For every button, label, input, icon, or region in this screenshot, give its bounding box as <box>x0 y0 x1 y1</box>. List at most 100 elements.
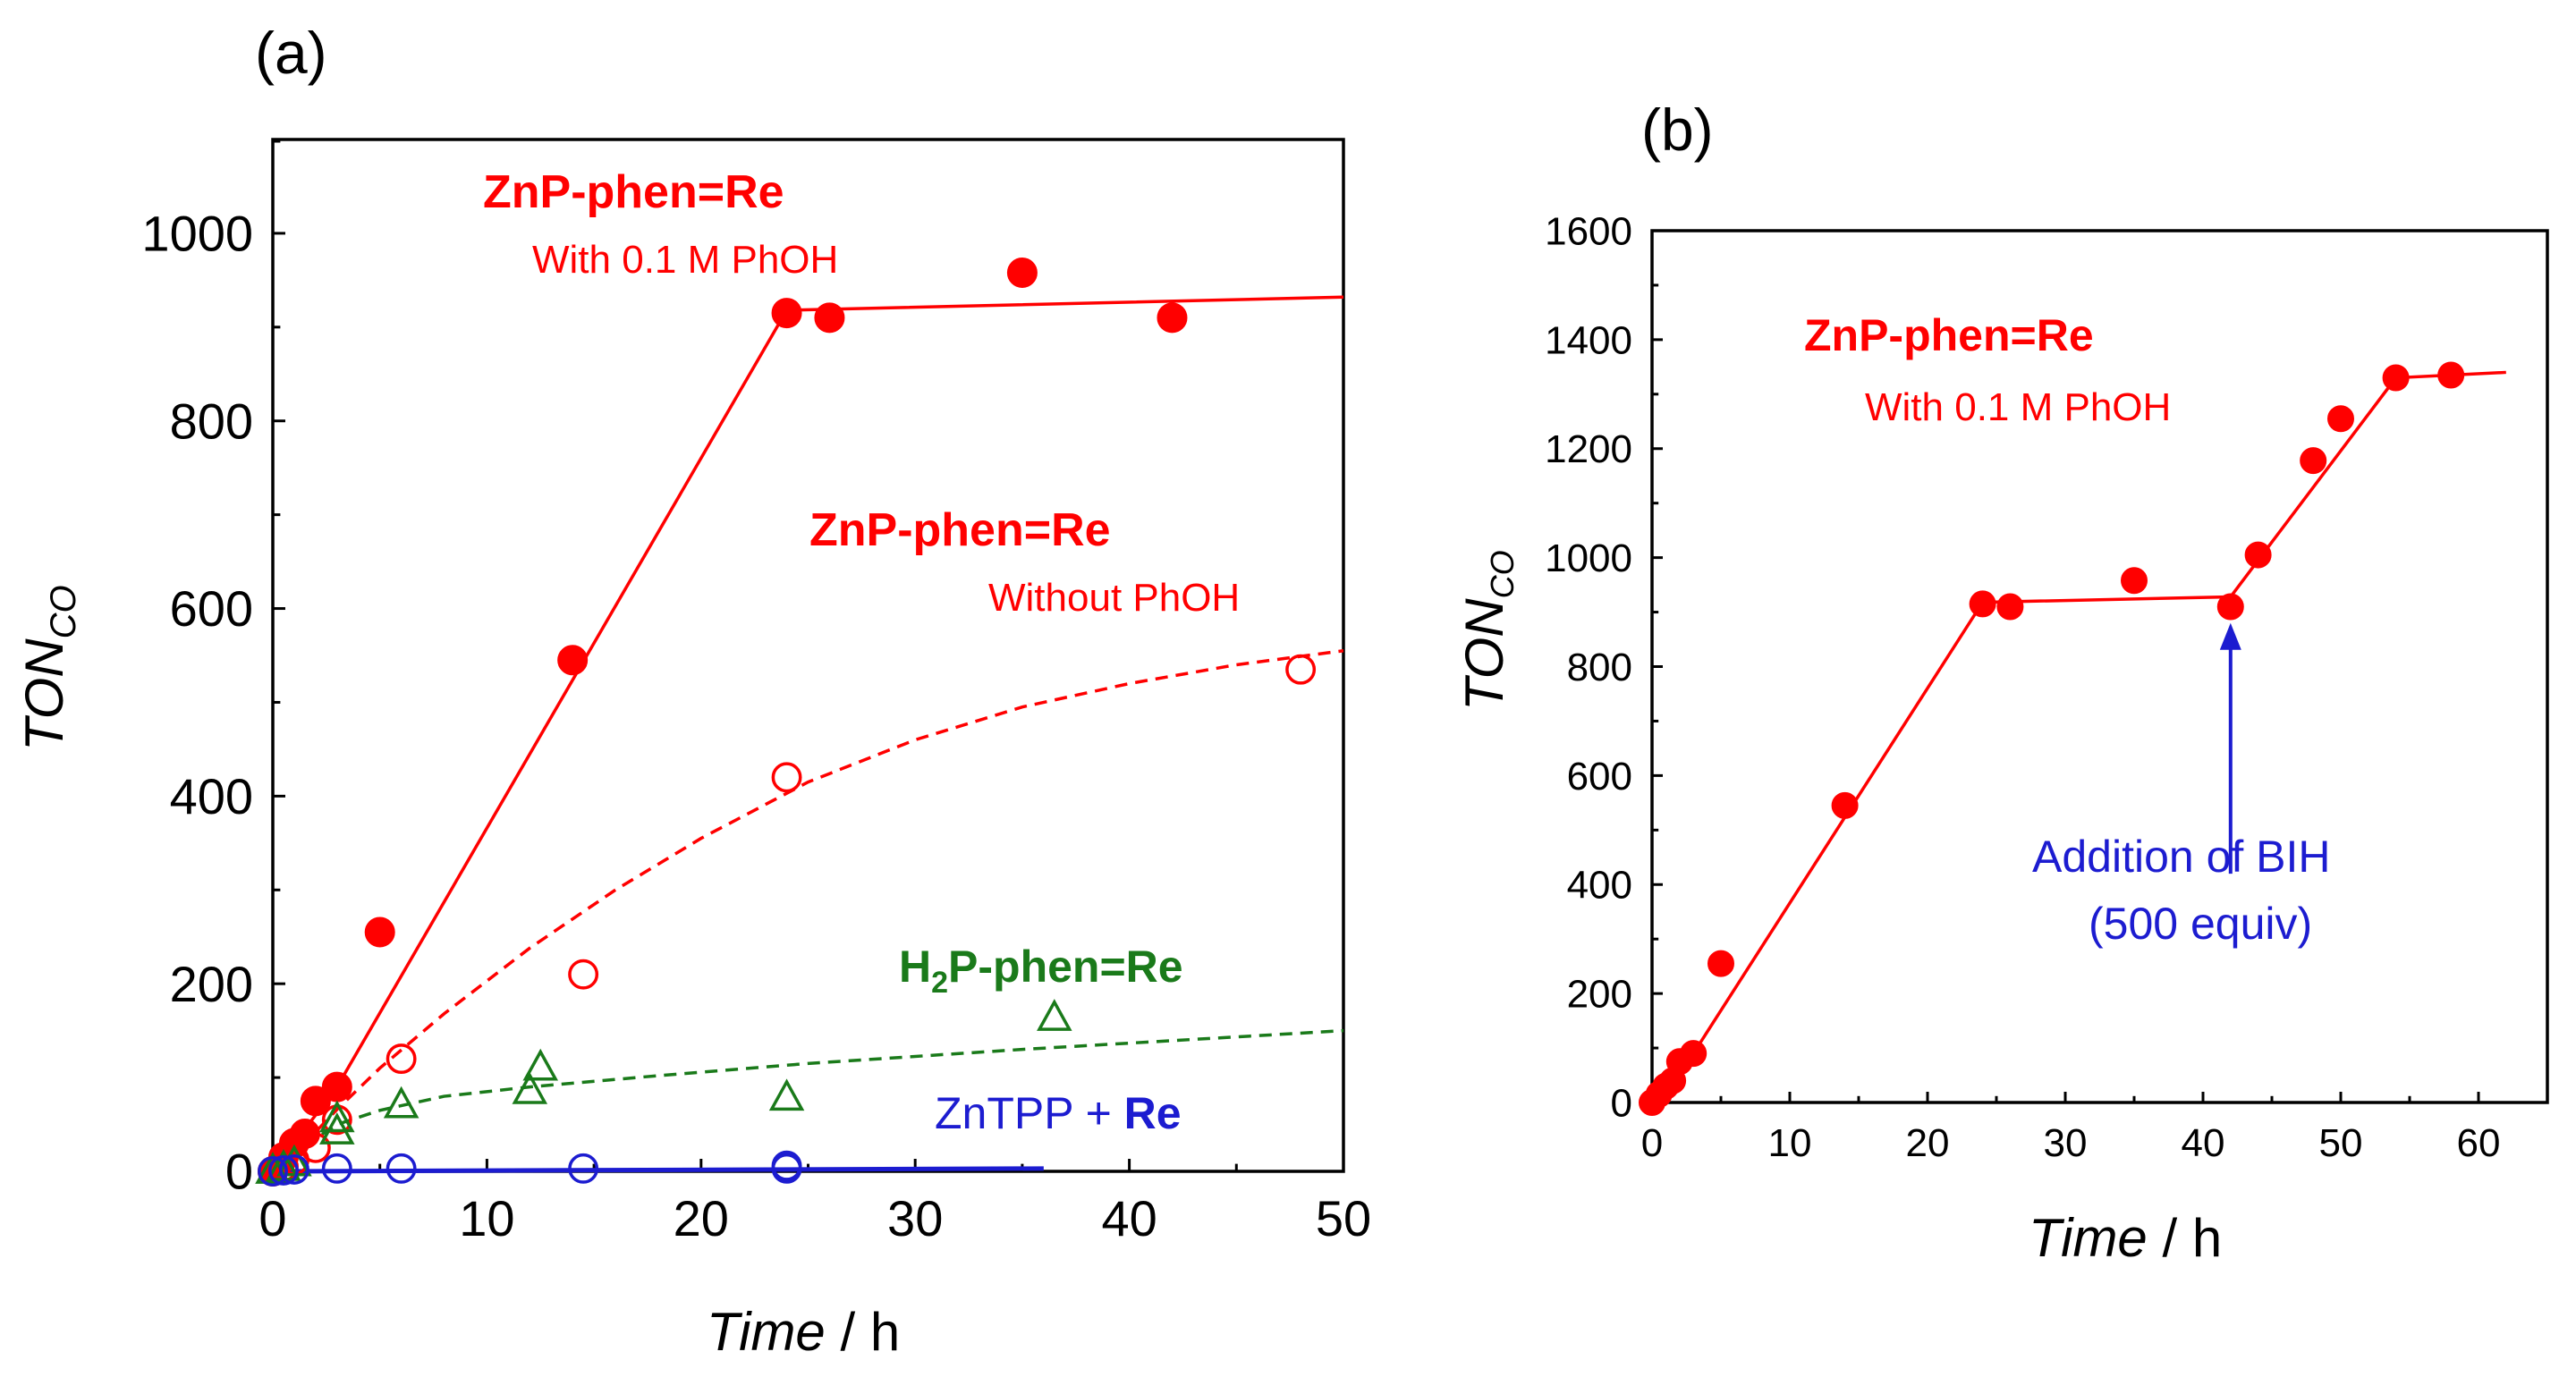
a-series-3-point <box>568 1153 599 1184</box>
panel-b-fit-lines <box>1650 370 2506 1104</box>
panel-b-annot-zn-sub: With 0.1 M PhOH <box>1865 385 2171 429</box>
panel-b-bih-arrow <box>2219 622 2241 874</box>
a-xtick-label: 30 <box>887 1190 943 1246</box>
a-series-0-point <box>1006 257 1038 288</box>
b-ytick-label: 0 <box>1611 1081 1632 1125</box>
bih-arrow-head <box>2219 622 2241 650</box>
b-series-0-point <box>1969 590 1996 618</box>
panel-a: (a) 0 10 20 30 40 50 0 200 400 600 800 1000 Time / … <box>14 20 1371 1362</box>
a-series-0-point <box>1157 302 1188 334</box>
panel-b: (b) 0 10 20 30 40 50 6002004006008001000120014… <box>1454 97 2549 1268</box>
a-series-3-point <box>386 1153 417 1184</box>
panel-a-annot-zn-nophoh: ZnP-phen=Re <box>809 504 1111 556</box>
panel-a-annot-zntpp-pre: ZnTPP + <box>935 1088 1124 1138</box>
panel-b-frame <box>1650 229 2549 1104</box>
a-series-1-point <box>300 1132 331 1163</box>
a-series-2-point <box>768 1078 805 1111</box>
b-xtick-label: 40 <box>2182 1121 2225 1165</box>
a-ytick-label: 200 <box>170 956 253 1012</box>
a-series-1-point <box>568 959 599 990</box>
panel-b-x-label: Time / h <box>2029 1208 2222 1268</box>
b-ytick-label: 400 <box>1567 864 1632 908</box>
a-series-0-point <box>321 1071 352 1102</box>
a-xtick-label: 0 <box>258 1190 286 1246</box>
a-ytick-label: 600 <box>170 580 253 637</box>
a-series-2-point <box>512 1071 548 1104</box>
a-series-0-point <box>364 917 395 948</box>
b-ytick-label: 1000 <box>1545 536 1632 580</box>
panel-b-axes: 0 10 20 30 40 50 60020040060080010001200140016… <box>1545 209 2500 1165</box>
a-ytick-label: 1000 <box>141 206 253 262</box>
b-xtick-label: 50 <box>2319 1121 2363 1165</box>
panel-a-annot-zntpp-re: Re <box>1124 1088 1182 1138</box>
b-xtick-label: 30 <box>2044 1121 2088 1165</box>
a-series-3-point <box>268 1155 299 1186</box>
a-series-2-fit-line <box>272 1028 1344 1173</box>
a-ytick-label: 400 <box>170 768 253 824</box>
a-series-2-point <box>522 1048 559 1081</box>
b-series-0-point <box>2382 364 2410 392</box>
panel-b-annot-bih-line2: (500 equiv) <box>2089 899 2312 949</box>
panel-b-y-label: TONCO <box>1454 550 1521 711</box>
b-xtick-label: 20 <box>1906 1121 1950 1165</box>
panel-b-y-label-main: TON <box>1454 598 1514 711</box>
panel-a-annot-zn-phoh: ZnP-phen=Re <box>483 166 784 218</box>
a-series-3-point <box>258 1156 288 1187</box>
panel-a-x-label-var: Time <box>707 1302 826 1362</box>
panel-a-axes: 0 10 20 30 40 50 0 200 400 600 800 1000 <box>141 139 1371 1246</box>
b-ytick-label: 1200 <box>1545 427 1632 471</box>
b-series-0-point <box>2300 447 2327 475</box>
b-series-0-point <box>1831 791 1859 819</box>
a-xtick-label: 50 <box>1316 1190 1371 1246</box>
b-series-0-point <box>1680 1040 1707 1068</box>
panel-a-y-label: TONCO <box>14 585 83 751</box>
b-series-0-point <box>2216 593 2244 621</box>
panel-a-frame <box>271 138 1345 1173</box>
b-series-0-fit-line <box>1650 370 2506 1104</box>
panel-a-annot-zntpp: ZnTPP + Re <box>935 1088 1182 1138</box>
a-series-1-point <box>771 762 802 793</box>
panel-b-label: (b) <box>1641 97 1714 163</box>
a-series-3-point <box>278 1153 309 1185</box>
b-series-0-point <box>1707 950 1734 977</box>
panel-b-x-label-var: Time <box>2029 1208 2148 1268</box>
b-xtick-label: 10 <box>1768 1121 1812 1165</box>
a-series-0-point <box>557 645 589 676</box>
a-series-3-point <box>771 1150 802 1181</box>
panel-a-annot-h2p: H2P-phen=Re <box>899 942 1183 1000</box>
panel-a-annot-zn-phoh-sub: With 0.1 M PhOH <box>532 238 838 282</box>
b-series-0-point <box>2121 567 2148 595</box>
panel-b-y-label-sub: CO <box>1484 550 1521 598</box>
panel-b-annot-zn: ZnP-phen=Re <box>1804 310 2094 360</box>
a-ytick-label: 0 <box>225 1144 253 1200</box>
a-xtick-label: 10 <box>459 1190 514 1246</box>
panel-a-fit-lines <box>271 295 1344 1174</box>
a-series-0-point <box>814 302 845 334</box>
a-xtick-label: 20 <box>674 1190 729 1246</box>
panel-a-markers <box>255 257 1317 1187</box>
a-series-1-point <box>1285 654 1317 685</box>
panel-a-annot-h2p-rest: P-phen=Re <box>948 942 1183 992</box>
panel-b-annot-bih-line1: Addition of BIH <box>2032 832 2331 882</box>
a-ytick-label: 800 <box>170 393 253 449</box>
panel-a-y-label-sub: CO <box>44 585 83 638</box>
a-series-3-fit-line <box>272 1166 1044 1174</box>
a-series-2-point <box>383 1086 419 1119</box>
a-series-0-point <box>300 1086 331 1117</box>
b-ytick-label: 1400 <box>1545 318 1632 362</box>
panel-a-annot-h2p-h: H <box>899 942 931 992</box>
panel-b-x-label-unit: / h <box>2148 1208 2222 1268</box>
a-xtick-label: 40 <box>1101 1190 1157 1246</box>
b-ytick-label: 800 <box>1567 646 1632 689</box>
a-series-1-point <box>386 1043 417 1075</box>
a-series-2-point <box>1037 999 1072 1031</box>
panel-a-x-label-unit: / h <box>826 1302 900 1362</box>
panel-a-annot-h2p-sub: 2 <box>931 966 948 1000</box>
b-xtick-label: 0 <box>1641 1121 1663 1165</box>
a-series-2-point <box>276 1144 312 1177</box>
panel-a-y-label-main: TON <box>14 638 74 751</box>
b-series-0-point <box>1996 593 2024 621</box>
a-series-1-fit-line <box>271 649 1344 1173</box>
